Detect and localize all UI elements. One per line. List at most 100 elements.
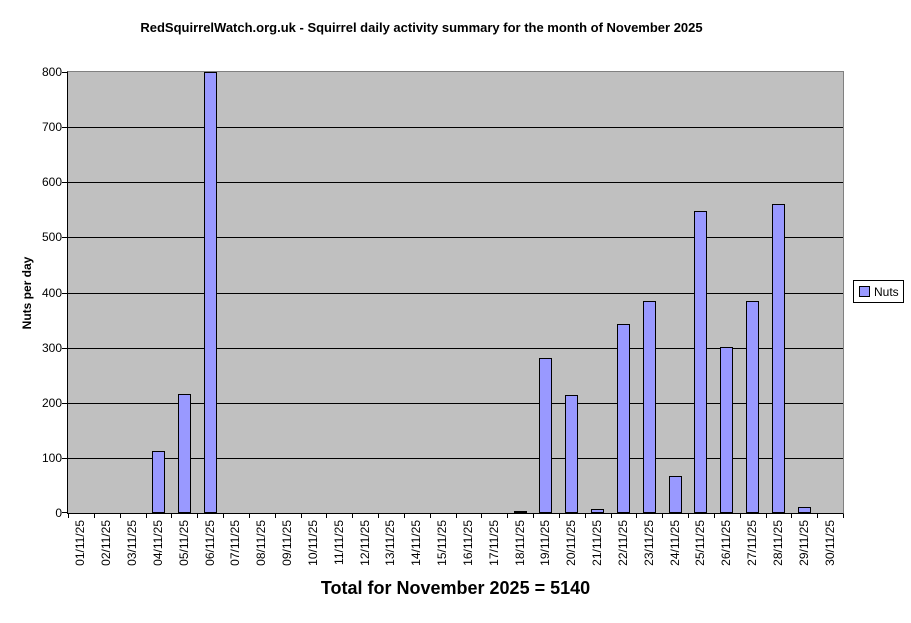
plot-area <box>62 71 844 518</box>
x-axis-tick <box>636 514 637 518</box>
bar-05/11/25 <box>178 394 191 513</box>
y-axis-tick-label: 700 <box>41 120 62 134</box>
bar-27/11/25 <box>746 301 759 513</box>
x-axis-label: 02/11/25 <box>99 520 114 566</box>
x-axis-label: 18/11/25 <box>512 520 527 566</box>
x-axis-label: 25/11/25 <box>693 520 708 566</box>
bar-06/11/25 <box>204 72 217 513</box>
x-axis-label: 08/11/25 <box>254 520 269 566</box>
x-axis-label: 24/11/25 <box>667 520 682 566</box>
bar-19/11/25 <box>539 358 552 513</box>
x-axis-tick <box>326 514 327 518</box>
x-axis-tick <box>791 514 792 518</box>
y-axis-tick-label: 800 <box>41 65 62 79</box>
y-axis-tick <box>62 72 67 73</box>
x-axis-tick <box>146 514 147 518</box>
x-axis-label: 14/11/25 <box>409 520 424 566</box>
x-axis-tick <box>611 514 612 518</box>
x-axis-tick <box>223 514 224 518</box>
y-axis-tick <box>62 127 67 128</box>
x-axis-label: 09/11/25 <box>280 520 295 566</box>
x-axis-tick <box>404 514 405 518</box>
x-axis-label: 04/11/25 <box>150 520 165 566</box>
y-axis-tick-label: 0 <box>55 506 62 520</box>
x-axis-label: 03/11/25 <box>125 520 140 566</box>
x-axis-label: 15/11/25 <box>435 520 450 566</box>
x-axis-tick <box>430 514 431 518</box>
x-axis-label: 17/11/25 <box>486 520 501 566</box>
y-axis-tick-label: 400 <box>41 286 62 300</box>
bar-25/11/25 <box>694 211 707 513</box>
x-axis-tick <box>456 514 457 518</box>
x-axis-label: 22/11/25 <box>615 520 630 566</box>
bar-29/11/25 <box>798 507 811 513</box>
bar-28/11/25 <box>772 204 785 513</box>
y-axis-tick-label: 600 <box>41 175 62 189</box>
x-axis-tick <box>688 514 689 518</box>
bar-20/11/25 <box>565 395 578 513</box>
x-axis-label: 16/11/25 <box>460 520 475 566</box>
bar-21/11/25 <box>591 509 604 513</box>
x-axis-tick <box>352 514 353 518</box>
legend-nuts-label: Nuts <box>874 284 899 299</box>
y-gridline <box>68 293 843 294</box>
x-axis-tick <box>507 514 508 518</box>
bar-22/11/25 <box>617 324 630 513</box>
x-axis-tick <box>662 514 663 518</box>
bar-26/11/25 <box>720 347 733 513</box>
bar-04/11/25 <box>152 451 165 513</box>
y-axis-tick <box>62 182 67 183</box>
x-axis-label: 12/11/25 <box>357 520 372 566</box>
bar-23/11/25 <box>643 301 656 513</box>
y-gridline <box>68 237 843 238</box>
legend-box: Nuts <box>853 280 904 303</box>
x-axis-tick <box>740 514 741 518</box>
x-axis-tick <box>766 514 767 518</box>
x-axis-label: 10/11/25 <box>305 520 320 566</box>
x-axis-label: 28/11/25 <box>770 520 785 566</box>
x-axis-label: 05/11/25 <box>176 520 191 566</box>
y-gridline <box>68 348 843 349</box>
y-axis-tick <box>62 348 67 349</box>
y-axis-tick-label: 200 <box>41 396 62 410</box>
bar-24/11/25 <box>669 476 682 513</box>
chart-title: RedSquirrelWatch.org.uk - Squirrel daily… <box>140 20 703 35</box>
x-axis-tick <box>585 514 586 518</box>
y-axis-tick <box>62 237 67 238</box>
y-axis-tick <box>62 403 67 404</box>
x-axis-tick <box>275 514 276 518</box>
x-axis-label: 11/11/25 <box>331 520 346 565</box>
y-axis-tick-label: 500 <box>41 230 62 244</box>
x-axis-label: 19/11/25 <box>538 520 553 566</box>
y-gridline <box>68 182 843 183</box>
x-axis-tick <box>301 514 302 518</box>
x-axis-label: 13/11/25 <box>383 520 398 566</box>
x-axis-label: 29/11/25 <box>796 520 811 566</box>
y-gridline <box>68 127 843 128</box>
total-label: Total for November 2025 = 5140 <box>320 578 591 598</box>
x-axis-tick <box>197 514 198 518</box>
x-axis-tick <box>817 514 818 518</box>
y-axis-tick <box>62 458 67 459</box>
legend-nuts-marker <box>859 286 870 297</box>
x-axis-label: 06/11/25 <box>202 520 217 566</box>
x-axis-label: 01/11/25 <box>73 520 88 566</box>
bar-18/11/25 <box>514 511 527 513</box>
x-axis-label: 21/11/25 <box>590 520 605 566</box>
y-axis-tick-label: 100 <box>41 451 62 465</box>
x-axis-tick <box>120 514 121 518</box>
x-axis-label: 26/11/25 <box>719 520 734 566</box>
y-axis-tick-label: 300 <box>41 341 62 355</box>
y-gridline <box>68 458 843 459</box>
x-axis-label: 07/11/25 <box>228 520 243 566</box>
x-axis-label: 27/11/25 <box>745 520 760 566</box>
x-axis-tick <box>559 514 560 518</box>
x-axis-tick <box>481 514 482 518</box>
x-axis-tick <box>171 514 172 518</box>
y-axis-tick <box>62 512 67 513</box>
x-axis-label: 20/11/25 <box>564 520 579 566</box>
y-gridline <box>68 403 843 404</box>
x-axis-tick <box>249 514 250 518</box>
y-axis-tick <box>62 293 67 294</box>
